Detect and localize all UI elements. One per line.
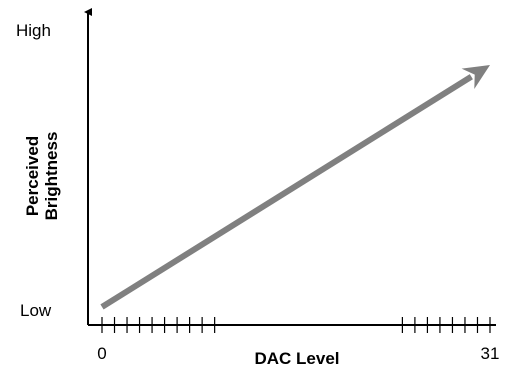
x-tick-label-max: 31 [481,344,500,363]
series-arrowhead [461,65,490,89]
y-tick-label-low: Low [20,301,52,320]
x-axis-ticks [101,317,491,333]
y-axis-title-line-1: Perceived [23,136,42,216]
y-axis-title: Perceived Brightness [23,132,61,221]
y-tick-label-high: High [16,21,51,40]
x-tick-label-min: 0 [97,344,106,363]
series-line [100,74,473,310]
x-axis-title: DAC Level [254,349,339,368]
y-axis-title-line-2: Brightness [42,132,61,221]
